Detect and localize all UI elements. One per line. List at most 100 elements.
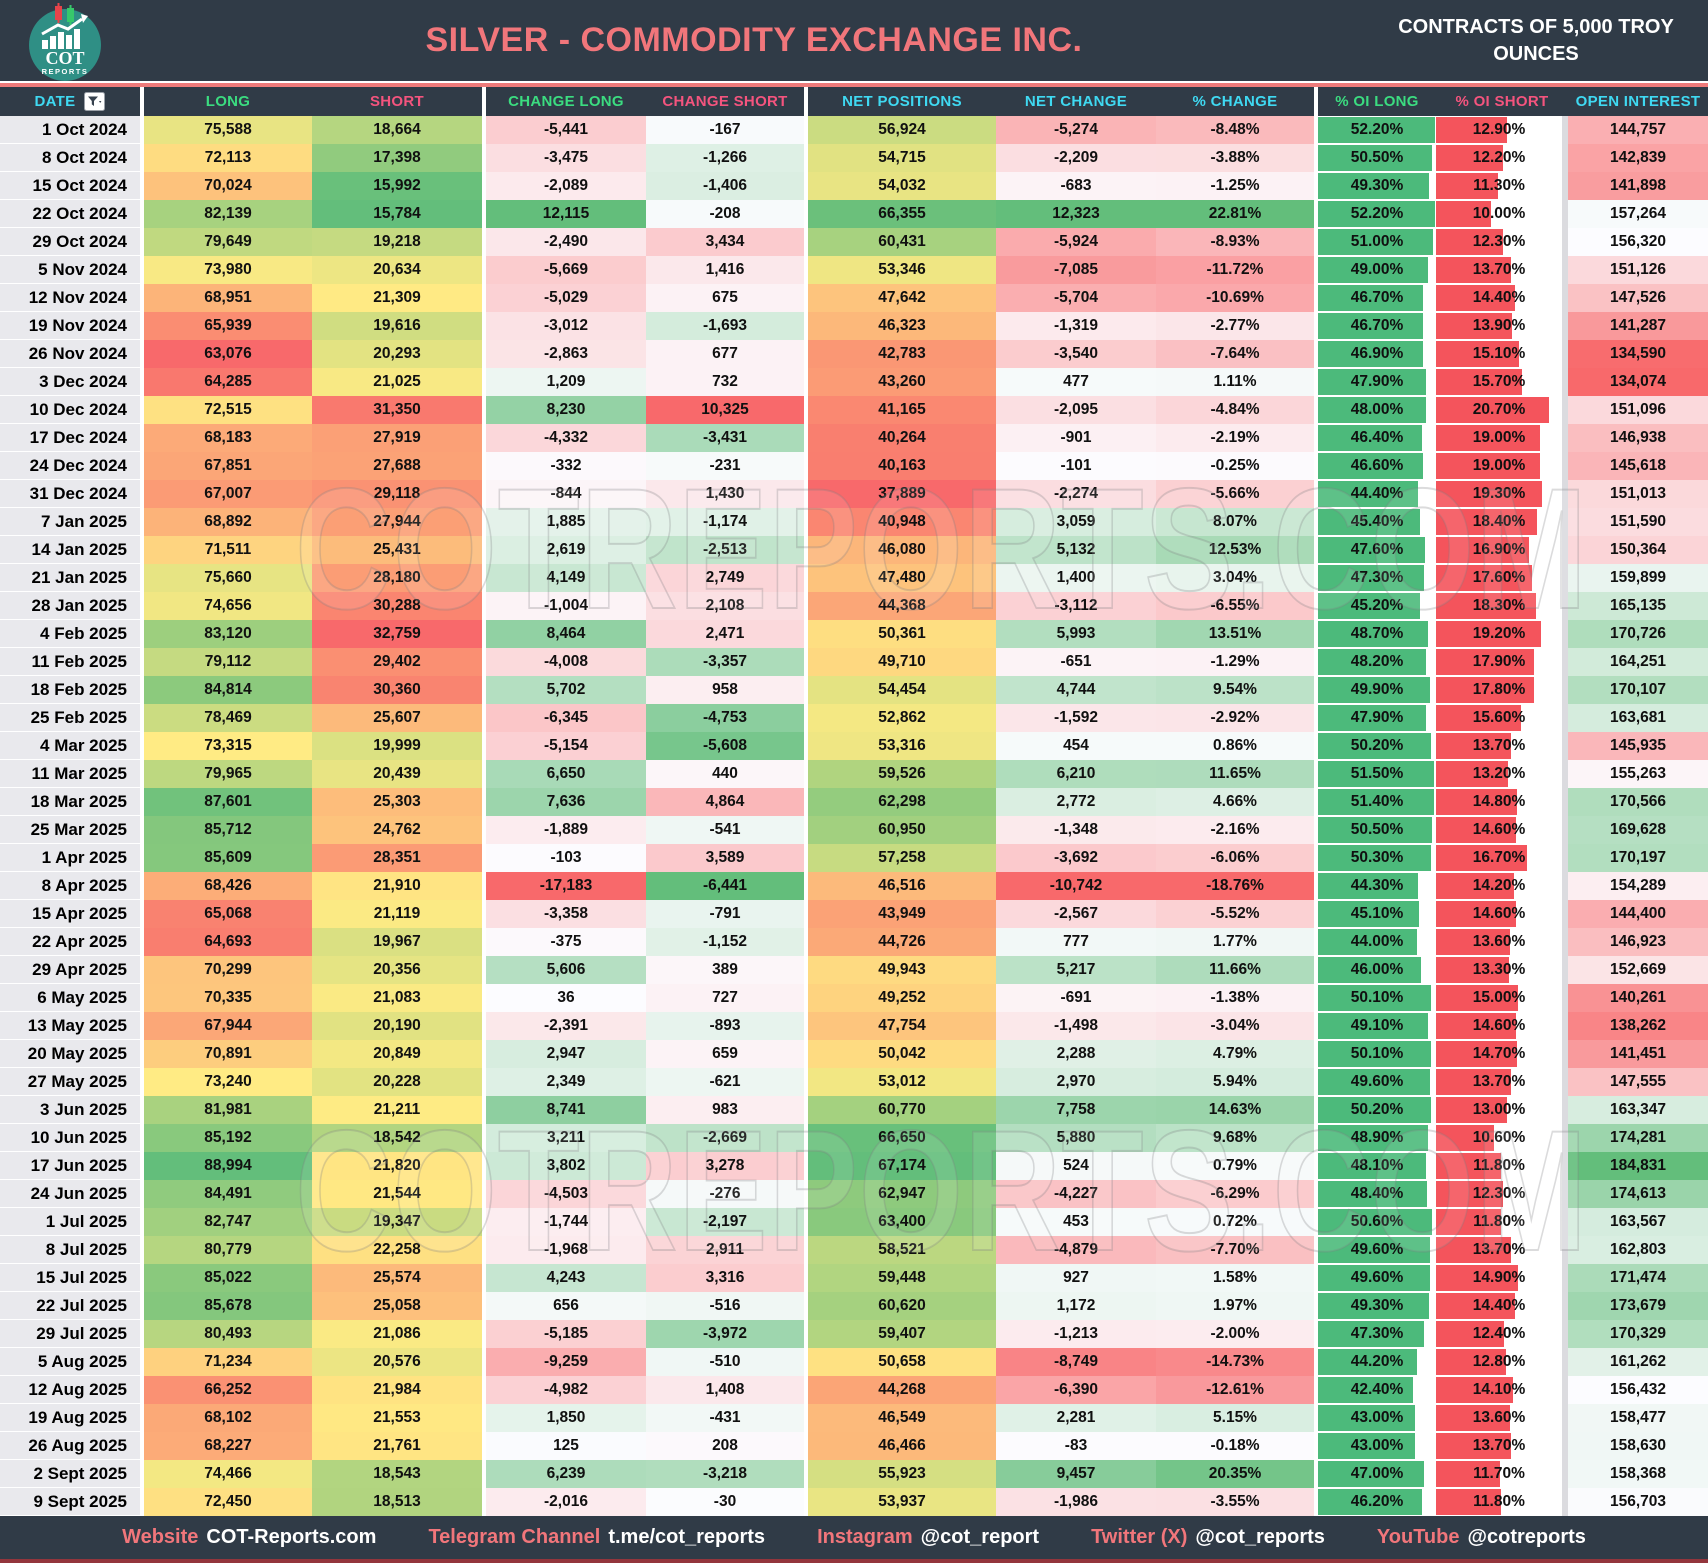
- value-cell: -9,259: [486, 1348, 646, 1376]
- cot-reports-logo[interactable]: COT REPORTS: [0, 0, 130, 82]
- date-cell: 9 Sept 2025: [0, 1488, 140, 1516]
- value-cell: 46.70%: [1350, 289, 1404, 306]
- column-gutter: [804, 872, 808, 900]
- value-cell: 1.11%: [1156, 368, 1314, 396]
- value-cell: 1,400: [996, 564, 1156, 592]
- red-data-bar: [1436, 1433, 1512, 1459]
- value-cell: 18.40%: [1472, 513, 1526, 530]
- value-cell: 36: [486, 984, 646, 1012]
- date-cell: 22 Oct 2024: [0, 200, 140, 228]
- value-cell: 16.70%: [1472, 849, 1526, 866]
- footer-youtube-link[interactable]: YouTube @cotreports: [1376, 1526, 1586, 1548]
- column-gutter: [1314, 312, 1318, 340]
- footer-twitter-link[interactable]: Twitter (X) @cot_reports: [1091, 1526, 1325, 1548]
- value-cell: 49.60%: [1350, 1269, 1404, 1286]
- value-cell: 66,252: [144, 1376, 312, 1404]
- value-cell: 169,628: [1568, 816, 1708, 844]
- column-gutter: [482, 536, 486, 564]
- oi-short-bar-cell: 16.70%: [1436, 844, 1568, 872]
- value-cell: 173,679: [1568, 1292, 1708, 1320]
- value-cell: 163,347: [1568, 1096, 1708, 1124]
- value-cell: 68,426: [144, 872, 312, 900]
- table-row: 11 Feb 2025 79,112 29,402 -4,008 -3,357 49,71…: [0, 648, 1708, 676]
- column-gutter: [1314, 648, 1318, 676]
- date-cell: 2 Sept 2025: [0, 1460, 140, 1488]
- value-cell: 40,163: [808, 452, 996, 480]
- column-gutter: [804, 1012, 808, 1040]
- value-cell: 12.40%: [1472, 1325, 1526, 1342]
- value-cell: -1.29%: [1156, 648, 1314, 676]
- column-gutter: [482, 452, 486, 480]
- value-cell: 13.90%: [1472, 317, 1526, 334]
- value-cell: 52.20%: [1350, 205, 1404, 222]
- column-gutter: [482, 564, 486, 592]
- green-data-bar: [1318, 649, 1427, 675]
- table-row: 25 Mar 2025 85,712 24,762 -1,889 -541 60,950-…: [0, 816, 1708, 844]
- value-cell: -5,185: [486, 1320, 646, 1348]
- value-cell: -7.64%: [1156, 340, 1314, 368]
- table-row: 10 Dec 2024 72,515 31,350 8,230 10,325 41,165…: [0, 396, 1708, 424]
- value-cell: 50.50%: [1350, 821, 1404, 838]
- value-cell: 44.40%: [1350, 485, 1404, 502]
- column-gutter: [804, 1264, 808, 1292]
- red-data-bar: [1436, 957, 1509, 983]
- column-gutter: [140, 592, 144, 620]
- oi-short-bar-cell: 17.80%: [1436, 676, 1568, 704]
- table-row: 8 Apr 2025 68,426 21,910 -17,183 -6,441 46,51…: [0, 872, 1708, 900]
- value-cell: 21,119: [312, 900, 482, 928]
- oi-long-bar-cell: 49.10%: [1318, 1012, 1436, 1040]
- oi-short-bar-cell: 12.40%: [1436, 1320, 1568, 1348]
- value-cell: 13.60%: [1472, 1409, 1526, 1426]
- value-cell: 21,544: [312, 1180, 482, 1208]
- column-gutter: [804, 480, 808, 508]
- column-gutter: [804, 1292, 808, 1320]
- column-gutter: [482, 1320, 486, 1348]
- column-gutter: [140, 1264, 144, 1292]
- value-cell: -1,968: [486, 1236, 646, 1264]
- value-cell: 21,211: [312, 1096, 482, 1124]
- oi-long-bar-cell: 50.50%: [1318, 816, 1436, 844]
- oi-short-bar-cell: 13.70%: [1436, 1432, 1568, 1460]
- column-gutter: [804, 1236, 808, 1264]
- oi-long-bar-cell: 46.40%: [1318, 424, 1436, 452]
- value-cell: -5,154: [486, 732, 646, 760]
- value-cell: 19.20%: [1472, 625, 1526, 642]
- oi-short-bar-cell: 15.10%: [1436, 340, 1568, 368]
- oi-short-bar-cell: 14.60%: [1436, 900, 1568, 928]
- date-cell: 24 Dec 2024: [0, 452, 140, 480]
- column-gutter: [482, 172, 486, 200]
- column-gutter: [804, 1096, 808, 1124]
- table-row: 12 Aug 2025 66,252 21,984 -4,982 1,408 44,268…: [0, 1376, 1708, 1404]
- column-gutter: [140, 760, 144, 788]
- value-cell: 16.90%: [1472, 541, 1526, 558]
- footer-telegram-link[interactable]: Telegram Channel t.me/cot_reports: [428, 1526, 766, 1548]
- value-cell: -101: [996, 452, 1156, 480]
- value-cell: -2.77%: [1156, 312, 1314, 340]
- green-data-bar: [1318, 1489, 1422, 1515]
- value-cell: 50.20%: [1350, 1101, 1404, 1118]
- filter-icon[interactable]: [84, 92, 106, 111]
- value-cell: 15.60%: [1472, 709, 1526, 726]
- value-cell: 44,368: [808, 592, 996, 620]
- footer-instagram-link[interactable]: Instagram @cot_report: [817, 1526, 1040, 1548]
- column-gutter: [804, 452, 808, 480]
- green-data-bar: [1318, 705, 1426, 731]
- value-cell: 47,480: [808, 564, 996, 592]
- column-gutter: [482, 1012, 486, 1040]
- footer-website-link[interactable]: Website COT-Reports.com: [122, 1526, 377, 1548]
- column-gutter: [140, 228, 144, 256]
- value-cell: 163,681: [1568, 704, 1708, 732]
- oi-long-bar-cell: 46.70%: [1318, 312, 1436, 340]
- column-header-change-long: CHANGE LONG: [508, 93, 624, 110]
- oi-long-bar-cell: 50.30%: [1318, 844, 1436, 872]
- value-cell: 64,285: [144, 368, 312, 396]
- green-data-bar: [1318, 1461, 1424, 1487]
- value-cell: 141,898: [1568, 172, 1708, 200]
- value-cell: 28,351: [312, 844, 482, 872]
- value-cell: 20,293: [312, 340, 482, 368]
- value-cell: 162,803: [1568, 1236, 1708, 1264]
- column-gutter: [804, 1460, 808, 1488]
- oi-short-bar-cell: 14.10%: [1436, 1376, 1568, 1404]
- value-cell: 163,567: [1568, 1208, 1708, 1236]
- value-cell: -2.92%: [1156, 704, 1314, 732]
